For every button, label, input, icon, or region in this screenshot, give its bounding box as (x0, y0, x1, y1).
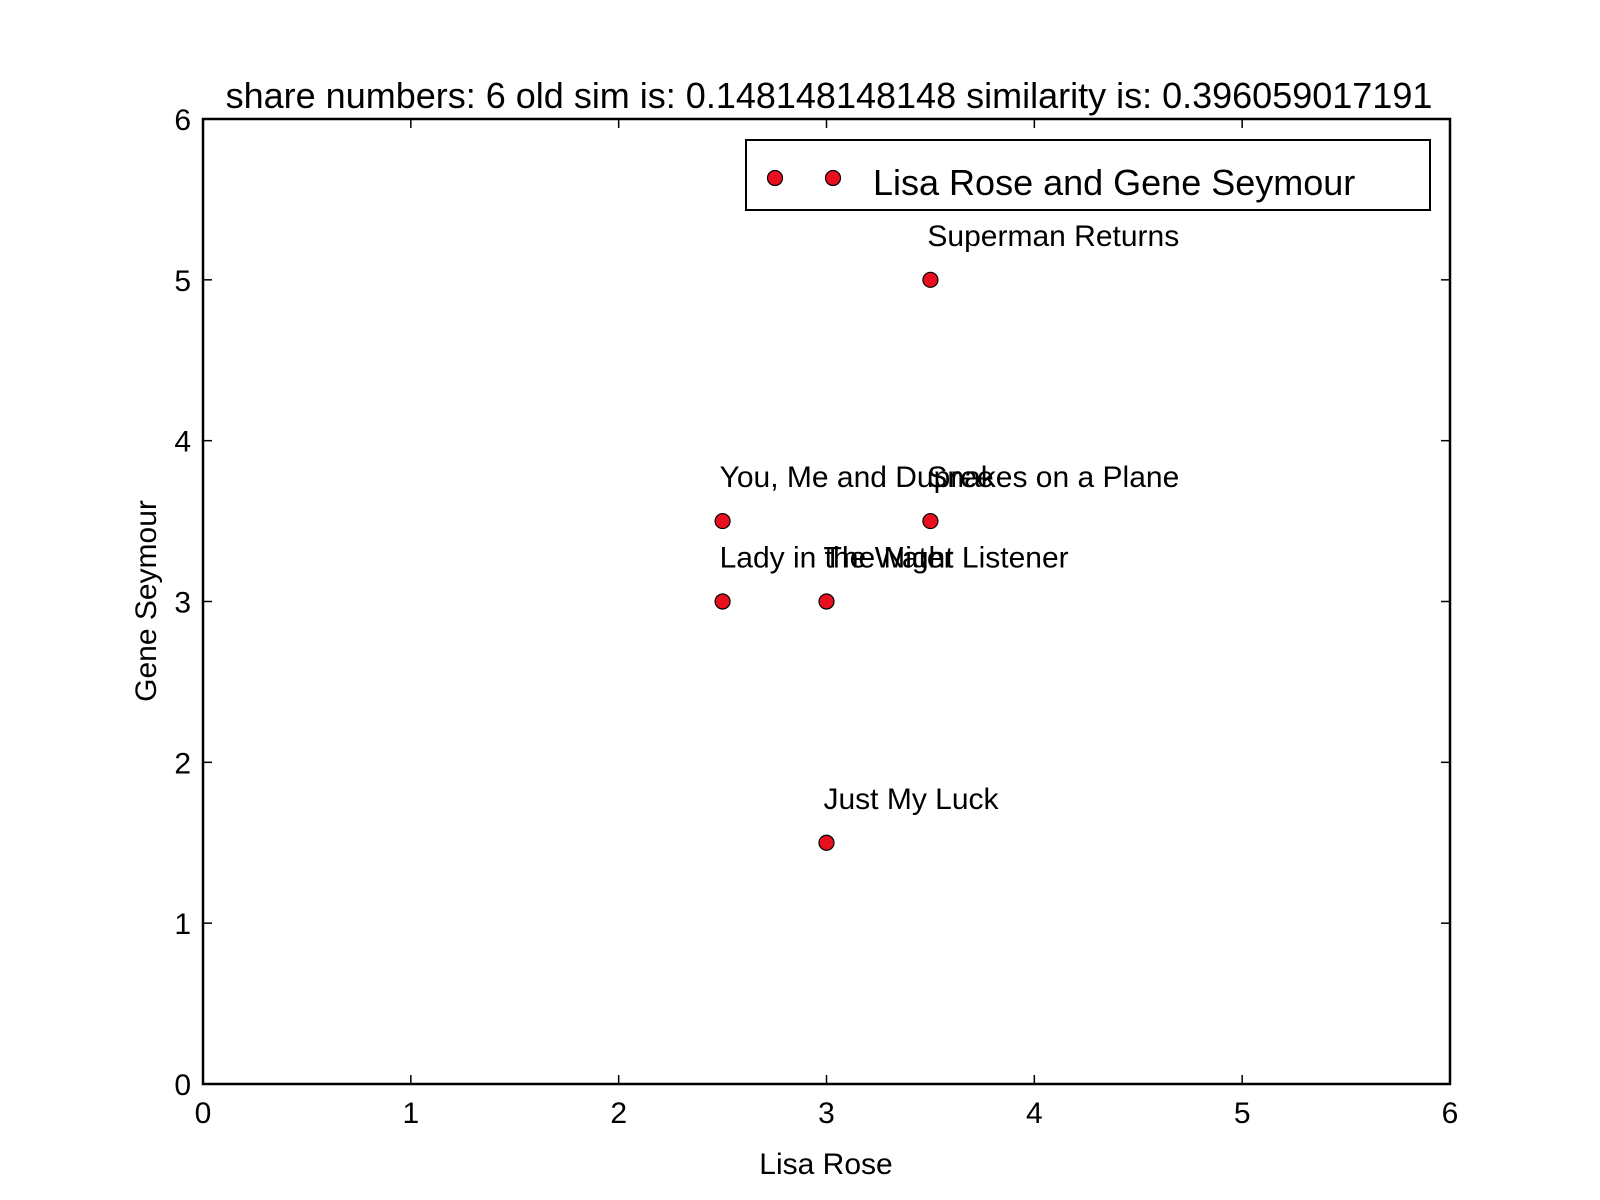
data-point-4 (818, 593, 835, 610)
legend-box (745, 139, 1431, 211)
point-label-3: Lady in the Water (720, 542, 954, 575)
legend-marker-1 (766, 169, 784, 187)
x-tick-label-3: 3 (818, 1097, 835, 1130)
y-axis-label: Gene Seymour (130, 500, 163, 702)
point-label-2: Snakes on a Plane (927, 461, 1179, 494)
data-points (714, 271, 939, 851)
y-tick-label-6: 6 (174, 104, 191, 137)
y-tick-label-3: 3 (174, 587, 191, 620)
tick-labels: 0 1 2 3 4 5 6 0 1 2 3 4 5 6 (174, 104, 1458, 1130)
y-tick-label-5: 5 (174, 265, 191, 298)
data-point-3 (714, 593, 731, 610)
point-labels: Superman Returns You, Me and DupreeSnakes… (720, 220, 1180, 816)
x-tick-label-1: 1 (402, 1097, 419, 1130)
data-point-0 (922, 271, 939, 288)
y-tick-label-2: 2 (174, 747, 191, 780)
point-label-5: Just My Luck (824, 783, 1000, 816)
x-tick-label-2: 2 (610, 1097, 627, 1130)
x-tick-label-0: 0 (195, 1097, 212, 1130)
point-label-1: You, Me and Dupree (720, 461, 994, 494)
y-tick-label-1: 1 (174, 908, 191, 941)
x-tick-label-6: 6 (1442, 1097, 1459, 1130)
y-tick-label-0: 0 (174, 1069, 191, 1102)
x-tick-label-5: 5 (1234, 1097, 1251, 1130)
chart-title: share numbers: 6 old sim is: 0.148148148… (226, 75, 1433, 116)
legend-marker-2 (824, 169, 842, 187)
point-label-4: The Night Listener (824, 542, 1069, 575)
y-tick-label-4: 4 (174, 426, 191, 459)
point-label-0: Superman Returns (927, 220, 1179, 253)
legend-label: Lisa Rose and Gene Seymour (873, 162, 1355, 203)
legend: Lisa Rose and Gene Seymour (745, 139, 1431, 211)
x-axis-label: Lisa Rose (759, 1148, 892, 1181)
x-tick-label-4: 4 (1026, 1097, 1043, 1130)
data-point-1 (714, 512, 731, 530)
data-point-5 (818, 834, 835, 851)
data-point-2 (922, 512, 939, 530)
plot-frame (201, 117, 1452, 1086)
